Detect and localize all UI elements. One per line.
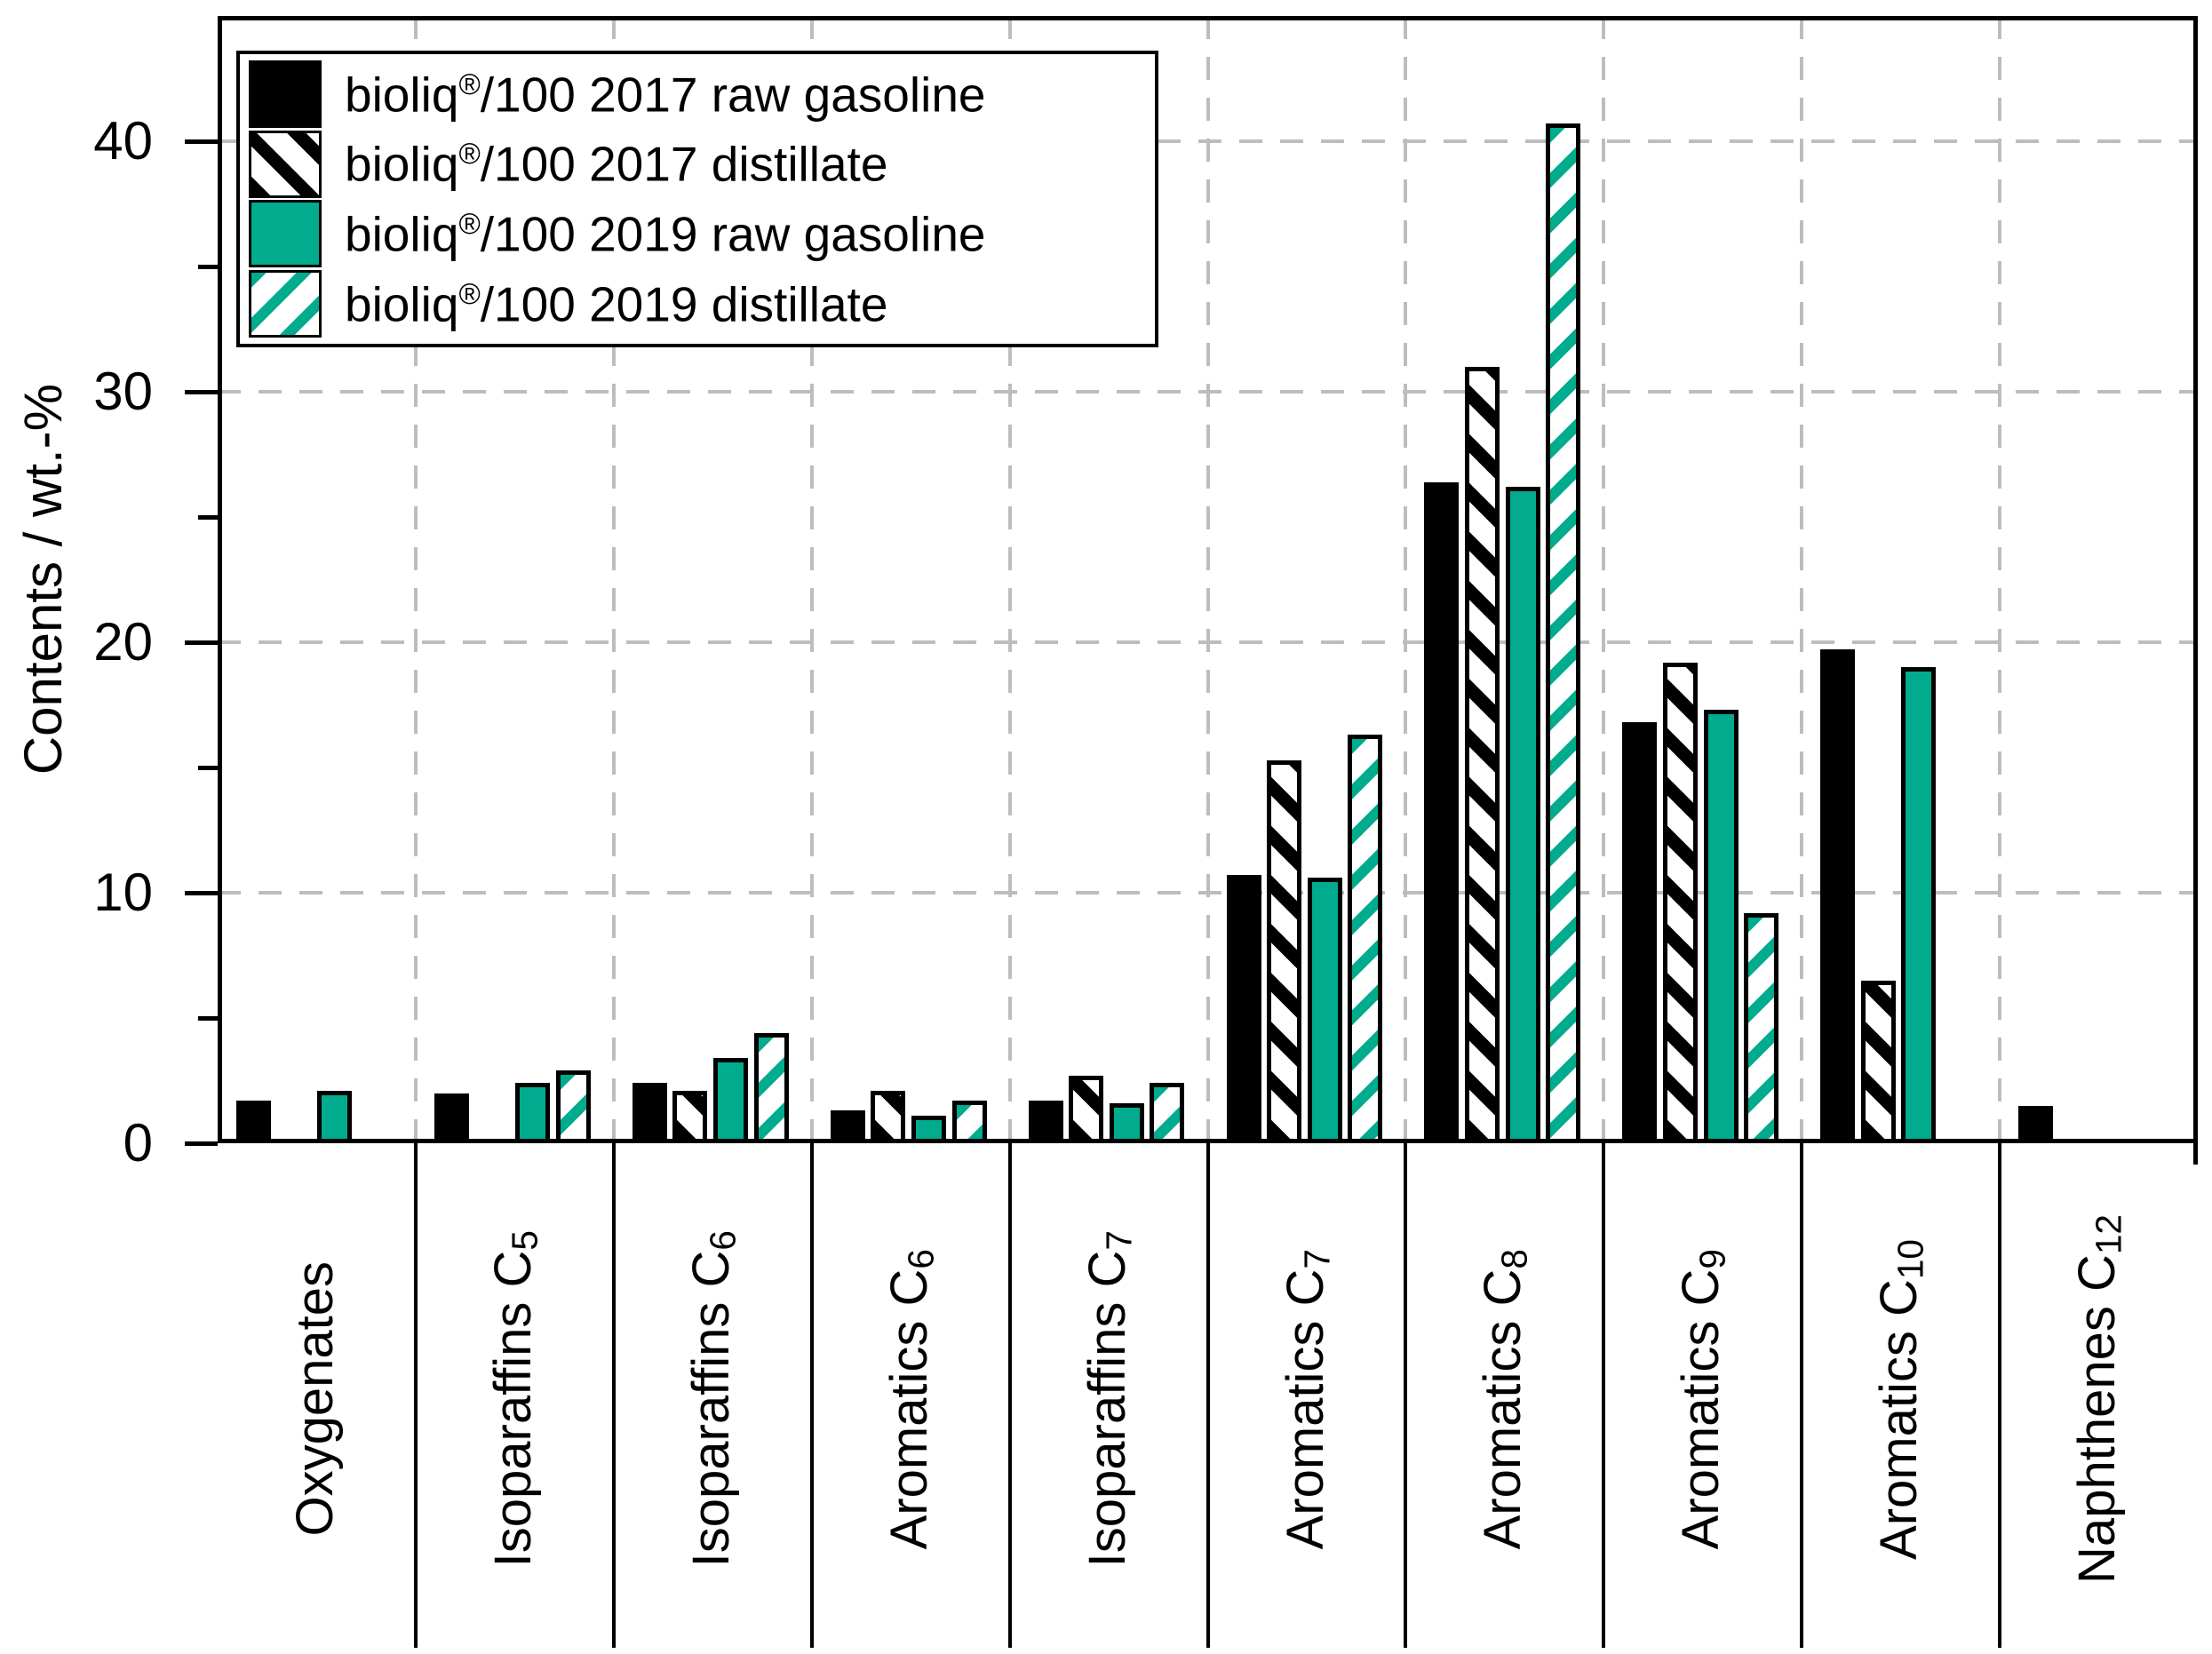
y-axis-tick-label: 40 <box>93 111 153 171</box>
y-axis-minor-tick <box>198 264 218 269</box>
bar-series4-cat2 <box>555 1070 591 1143</box>
category-label-isoparaffins-c7: Isoparaffins C7 <box>1078 1230 1140 1568</box>
legend-item: bioliq®/100 2019 distillate <box>249 269 1146 338</box>
category-divider <box>1404 1143 1408 1648</box>
gridline-vertical <box>1800 16 1804 1143</box>
gridline-vertical <box>1205 16 1210 1143</box>
bar-series2-cat3 <box>672 1090 708 1143</box>
category-label-oxygenates: Oxygenates <box>286 1261 345 1537</box>
bar-series1-cat6 <box>1226 875 1261 1143</box>
legend-swatch-2019-raw <box>249 200 322 268</box>
gridline-vertical <box>413 16 418 1143</box>
category-divider <box>809 1143 814 1648</box>
legend-label: bioliq®/100 2017 distillate <box>345 136 888 192</box>
legend: bioliq®/100 2017 raw gasoline bioliq®/10… <box>236 51 1158 347</box>
legend-swatch-2019-distillate <box>249 269 322 338</box>
bar-series1-cat1 <box>236 1101 271 1143</box>
category-label-aromatics-c8: Aromatics C8 <box>1474 1248 1536 1550</box>
gridline-vertical <box>1602 16 1606 1143</box>
legend-label: bioliq®/100 2019 raw gasoline <box>345 206 986 262</box>
category-label-naphthenes-c12: Naphthenes C12 <box>2068 1214 2129 1584</box>
bar-series3-cat8 <box>1703 710 1739 1143</box>
gridline-vertical <box>809 16 814 1143</box>
y-axis-minor-tick <box>198 514 218 520</box>
bar-series3-cat3 <box>713 1058 748 1143</box>
y-axis-major-tick <box>185 139 218 144</box>
bar-series4-cat8 <box>1744 912 1779 1143</box>
y-axis-major-tick <box>185 389 218 394</box>
bar-series3-cat1 <box>317 1090 353 1143</box>
bar-series3-cat2 <box>515 1083 551 1143</box>
bar-series2-cat5 <box>1069 1075 1104 1143</box>
category-label-aromatics-c10: Aromatics C10 <box>1870 1238 1931 1560</box>
gridline-vertical <box>1404 16 1408 1143</box>
y-axis-major-tick <box>185 640 218 645</box>
legend-swatch-2017-raw <box>249 60 322 128</box>
gridline-vertical <box>1007 16 1012 1143</box>
y-axis-tick-label: 0 <box>123 1113 153 1173</box>
bar-series1-cat9 <box>1820 649 1856 1143</box>
category-label-isoparaffins-c6: Isoparaffins C6 <box>681 1230 744 1568</box>
bar-series2-cat4 <box>871 1090 906 1143</box>
category-label-aromatics-c7: Aromatics C7 <box>1276 1248 1338 1550</box>
category-divider <box>1007 1143 1012 1648</box>
legend-label: bioliq®/100 2017 raw gasoline <box>345 67 986 123</box>
gridline-vertical <box>611 16 616 1143</box>
legend-item: bioliq®/100 2017 distillate <box>249 130 1146 199</box>
bar-series1-cat7 <box>1424 481 1460 1143</box>
bar-series3-cat9 <box>1901 667 1937 1143</box>
bar-series1-cat4 <box>830 1110 865 1143</box>
y-axis-title: Contents / wt.-% <box>12 384 73 775</box>
bar-series3-cat6 <box>1307 878 1342 1143</box>
bar-series1-cat8 <box>1622 722 1658 1143</box>
legend-item: bioliq®/100 2017 raw gasoline <box>249 60 1146 129</box>
y-axis-tick-label: 30 <box>93 362 153 421</box>
bar-series1-cat5 <box>1028 1101 1063 1143</box>
category-divider <box>413 1143 418 1648</box>
bar-series4-cat5 <box>1150 1083 1185 1143</box>
bar-series1-cat3 <box>632 1083 667 1143</box>
y-axis-major-tick <box>185 890 218 895</box>
category-label-isoparaffins-c5: Isoparaffins C5 <box>484 1230 545 1568</box>
bar-series4-cat6 <box>1348 735 1383 1143</box>
category-divider <box>611 1143 616 1648</box>
category-label-aromatics-c9: Aromatics C9 <box>1672 1248 1733 1550</box>
gridline-vertical <box>1998 16 2002 1143</box>
bar-series2-cat8 <box>1662 662 1698 1143</box>
bar-series4-cat3 <box>753 1032 789 1143</box>
category-divider <box>1205 1143 1210 1648</box>
category-divider <box>1800 1143 1804 1648</box>
bar-series3-cat5 <box>1109 1102 1144 1143</box>
category-divider <box>1998 1143 2002 1648</box>
y-axis-minor-tick <box>198 765 218 770</box>
bar-series3-cat4 <box>911 1115 946 1143</box>
y-axis-tick-label: 10 <box>93 863 153 922</box>
bar-series4-cat4 <box>951 1101 987 1143</box>
bar-series1-cat2 <box>434 1093 469 1143</box>
legend-item: bioliq®/100 2019 raw gasoline <box>249 199 1146 268</box>
y-axis-tick-label: 20 <box>93 612 153 672</box>
bar-series4-cat7 <box>1546 123 1581 1143</box>
bar-series2-cat6 <box>1267 759 1302 1143</box>
bar-series3-cat7 <box>1505 487 1540 1143</box>
x-axis-edge-tick <box>2193 1143 2198 1165</box>
y-axis-minor-tick <box>198 1015 218 1021</box>
bar-series2-cat9 <box>1860 980 1896 1143</box>
category-divider <box>1602 1143 1606 1648</box>
category-label-aromatics-c6: Aromatics C6 <box>879 1248 942 1550</box>
legend-swatch-2017-distillate <box>249 130 322 198</box>
bar-series1-cat10 <box>2018 1105 2054 1143</box>
y-axis-major-tick <box>185 1141 218 1146</box>
bar-series2-cat7 <box>1465 366 1500 1143</box>
legend-label: bioliq®/100 2019 distillate <box>345 276 888 332</box>
plot-area <box>218 16 2198 1143</box>
